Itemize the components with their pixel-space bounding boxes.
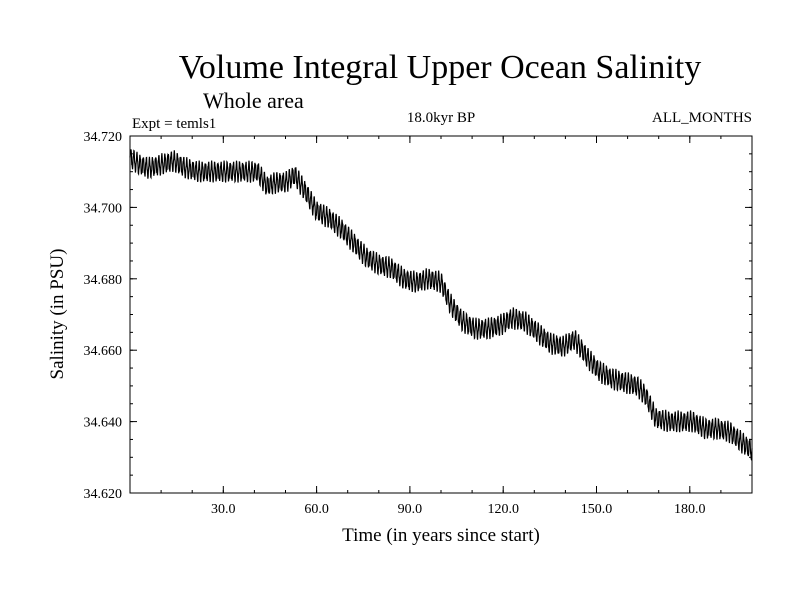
x-axis-label: Time (in years since start): [342, 525, 540, 546]
y-tick-label: 34.620: [84, 487, 123, 502]
y-axis-ticks: 34.620 34.640 34.660 34.680 34.700 34.720: [84, 130, 752, 502]
x-tick-label: 30.0: [211, 502, 236, 517]
x-tick-label: 90.0: [398, 502, 423, 517]
y-tick-label: 34.680: [84, 273, 123, 288]
y-tick-label: 34.640: [84, 416, 123, 431]
experiment-label: Expt = temls1: [132, 116, 216, 132]
y-tick-label: 34.700: [84, 201, 123, 216]
y-axis-label: Salinity (in PSU): [47, 249, 68, 380]
series-layer: [129, 149, 753, 462]
x-tick-label: 150.0: [581, 502, 613, 517]
x-tick-label: 120.0: [487, 502, 519, 517]
chart-title: Volume Integral Upper Ocean Salinity: [179, 49, 701, 86]
months-label: ALL_MONTHS: [652, 110, 752, 126]
salinity-series-line: [129, 149, 753, 462]
chart-subtitle: Whole area: [203, 88, 304, 113]
x-tick-label: 60.0: [304, 502, 329, 517]
y-tick-label: 34.660: [84, 344, 123, 359]
x-axis-ticks: 30.0 60.0 90.0 120.0 150.0 180.0: [160, 136, 722, 517]
period-label: 18.0kyr BP: [407, 110, 475, 126]
plot-frame: [129, 135, 753, 494]
x-tick-label: 180.0: [674, 502, 706, 517]
y-tick-label: 34.720: [84, 130, 123, 145]
